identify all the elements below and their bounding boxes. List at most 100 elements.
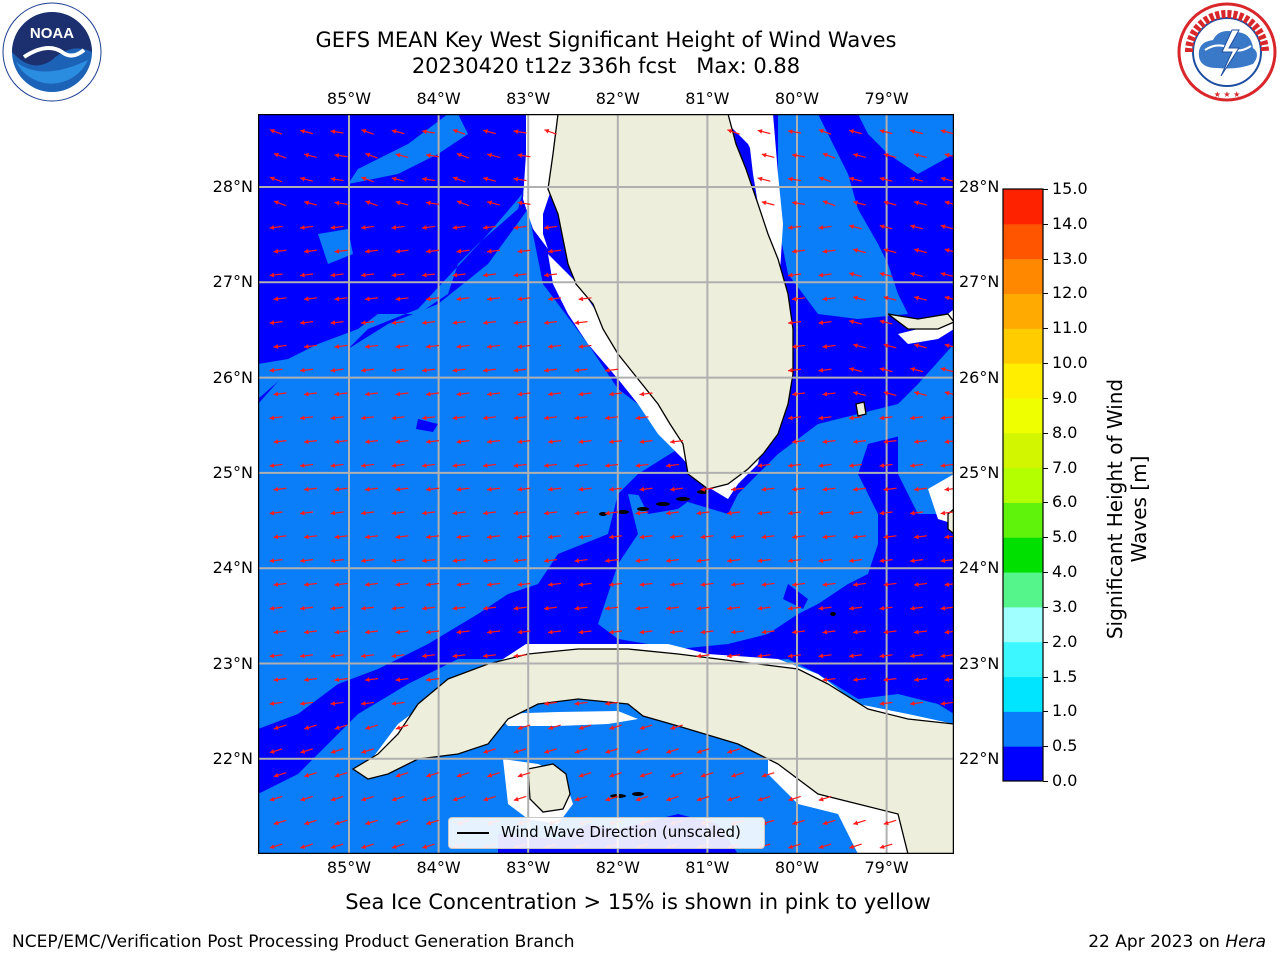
- colorbar-tick-label: 5.0: [1052, 527, 1078, 547]
- wind-arrow-head: [940, 415, 946, 421]
- wind-arrow-head: [330, 558, 336, 564]
- wind-arrow-head: [853, 343, 859, 349]
- wind-arrow-head: [513, 129, 519, 135]
- wind-arrow-head: [609, 582, 614, 587]
- wind-arrow-head: [883, 582, 889, 587]
- wind-arrow-head: [879, 224, 885, 230]
- wind-arrow-head: [483, 749, 489, 754]
- wind-arrow-head: [670, 629, 675, 635]
- wind-arrow-head: [818, 415, 824, 421]
- wind-arrow-head: [426, 391, 431, 397]
- wind-arrow-head: [273, 200, 279, 205]
- wind-arrow-head: [609, 629, 614, 635]
- wind-arrow-head: [574, 463, 580, 468]
- wind-arrow-head: [574, 320, 580, 326]
- wind-arrow-head: [487, 582, 492, 587]
- wind-arrow-head: [761, 629, 767, 635]
- lon-label-top: 80°W: [774, 89, 820, 108]
- wind-arrow-head: [517, 486, 523, 492]
- wind-arrow-head: [330, 844, 336, 849]
- wind-arrow-head: [944, 390, 950, 396]
- wind-arrow-head: [452, 510, 458, 516]
- lat-label-right: 27°N: [959, 272, 1000, 292]
- wind-arrow-head: [788, 510, 793, 516]
- wind-arrow-head: [334, 534, 340, 540]
- wind-arrow-head: [426, 582, 431, 587]
- wind-arrow-head: [422, 796, 428, 802]
- wind-arrow-head: [361, 605, 366, 611]
- wind-arrow-head: [273, 725, 279, 730]
- wind-arrow-head: [365, 296, 370, 302]
- map-gridlines: [258, 114, 954, 854]
- wind-arrow-head: [334, 200, 340, 206]
- wind-arrow-head: [670, 439, 675, 445]
- wind-arrow-head: [761, 772, 767, 778]
- wind-arrow-head: [395, 725, 401, 730]
- wind-arrow-head: [487, 534, 492, 540]
- wind-arrow-head: [548, 725, 554, 730]
- wind-arrow-head: [940, 653, 946, 659]
- colorbar-segment: [1003, 223, 1043, 260]
- branch-credit: NCEP/EMC/Verification Post Processing Pr…: [12, 932, 575, 952]
- wind-arrow-head: [818, 176, 824, 182]
- wind-arrow-head: [639, 439, 645, 445]
- wind-arrow-head: [635, 415, 641, 421]
- wind-arrow-head: [391, 463, 397, 468]
- wind-arrow-head: [487, 772, 493, 778]
- wind-arrow-head: [483, 510, 488, 516]
- lat-label-left: 23°N: [212, 653, 253, 673]
- wind-arrow-head: [639, 391, 645, 397]
- wind-arrow-head: [822, 486, 828, 492]
- colorbar-segment: [1003, 293, 1043, 329]
- wind-arrow-head: [456, 772, 462, 778]
- lat-label-right: 25°N: [959, 462, 1000, 482]
- lon-label-top: 81°W: [685, 89, 730, 108]
- date-text: 22 Apr 2023 on: [1088, 932, 1226, 952]
- wind-arrow-head: [853, 629, 858, 635]
- wind-arrow-head: [544, 129, 550, 134]
- wind-arrow-head: [548, 248, 553, 254]
- wind-arrow-head: [483, 463, 488, 468]
- colorbar-tick-mark: [1043, 502, 1048, 504]
- wind-arrow-head: [513, 558, 519, 564]
- colorbar-segment: [1003, 676, 1043, 712]
- wind-arrow-head: [731, 534, 736, 540]
- wind-arrow-head: [304, 534, 309, 540]
- wind-arrow-head: [883, 200, 889, 206]
- wind-arrow-head: [578, 391, 584, 397]
- wind-arrow-head: [304, 200, 310, 206]
- wind-arrow-head: [910, 367, 916, 372]
- map-legend: Wind Wave Direction (unscaled): [448, 817, 765, 849]
- wind-arrow-head: [544, 463, 549, 468]
- wind-arrow-head: [883, 390, 889, 396]
- wind-arrow-head: [330, 796, 336, 802]
- wind-arrow-head: [391, 225, 397, 230]
- wind-arrow-head: [269, 605, 275, 611]
- wind-arrow-head: [361, 558, 366, 564]
- wind-arrow-head: [792, 200, 797, 206]
- wind-arrow-head: [944, 295, 950, 301]
- colorbar-tick-label: 2.0: [1052, 631, 1078, 651]
- wind-arrow-head: [879, 271, 885, 277]
- wind-arrow-head: [727, 129, 733, 134]
- lat-label-left: 26°N: [212, 367, 253, 387]
- isla-juventud: [527, 763, 571, 813]
- wind-arrow-head: [426, 820, 432, 826]
- wind-arrow-head: [879, 558, 885, 564]
- wind-arrow-head: [731, 486, 736, 492]
- colorbar-segment: [1003, 711, 1043, 747]
- wind-arrow-head: [849, 463, 854, 468]
- wind-arrow-head: [483, 796, 489, 802]
- wind-arrow-head: [792, 153, 797, 158]
- wind-arrow-head: [395, 534, 401, 540]
- wind-arrow-head: [727, 796, 733, 802]
- wind-arrow-head: [365, 344, 370, 349]
- wind-arrow-head: [456, 391, 462, 397]
- wind-arrow-head: [944, 152, 950, 158]
- wind-arrow-head: [334, 486, 340, 492]
- colorbar-segment: [1003, 746, 1043, 782]
- wind-arrow-head: [513, 176, 519, 182]
- wind-arrow-head: [639, 725, 645, 730]
- wind-arrow-head: [822, 534, 828, 540]
- wind-arrow-head: [330, 510, 336, 516]
